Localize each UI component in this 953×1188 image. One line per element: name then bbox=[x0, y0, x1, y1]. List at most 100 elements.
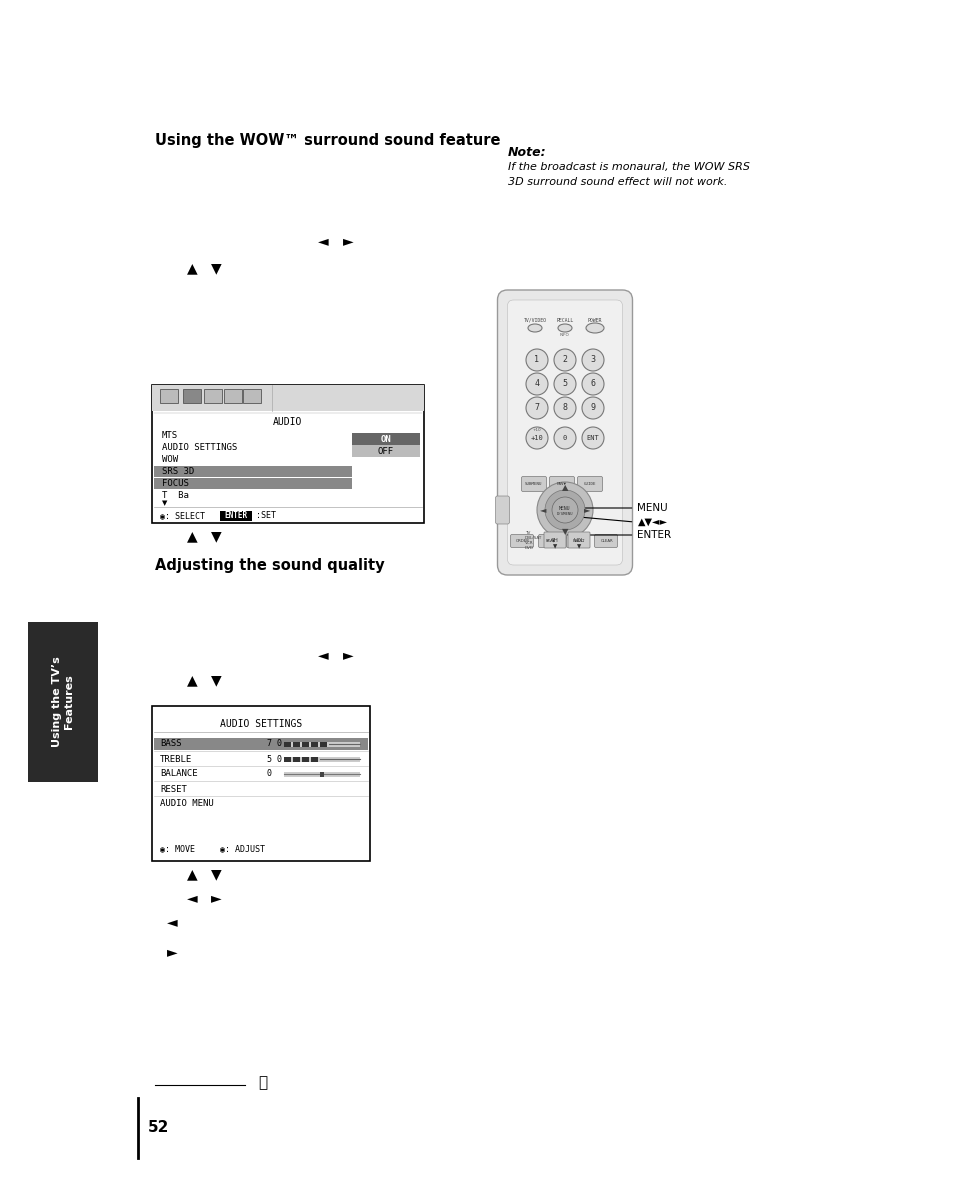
Bar bbox=[204, 388, 222, 403]
Bar bbox=[293, 741, 299, 746]
Circle shape bbox=[525, 426, 547, 449]
Text: ▼: ▼ bbox=[211, 867, 221, 881]
Text: Ⓢ: Ⓢ bbox=[258, 1075, 267, 1091]
Text: MTS: MTS bbox=[162, 430, 178, 440]
Bar bbox=[319, 741, 327, 746]
Text: RESET: RESET bbox=[160, 784, 187, 794]
Bar bbox=[293, 757, 299, 762]
Bar bbox=[302, 757, 309, 762]
Bar bbox=[153, 466, 352, 478]
Text: AUDIO SETTINGS: AUDIO SETTINGS bbox=[162, 442, 237, 451]
Bar bbox=[284, 757, 291, 762]
Bar bbox=[302, 741, 309, 746]
Text: 0: 0 bbox=[267, 770, 272, 778]
Bar bbox=[352, 446, 419, 457]
Text: SUBMENU: SUBMENU bbox=[525, 482, 542, 486]
Text: Using the TV’s
Features: Using the TV’s Features bbox=[52, 657, 73, 747]
Bar bbox=[183, 388, 201, 403]
Text: MENU: MENU bbox=[637, 503, 667, 513]
Text: ▲: ▲ bbox=[187, 529, 197, 543]
Text: ▼: ▼ bbox=[211, 529, 221, 543]
Text: ENT: ENT bbox=[586, 435, 598, 441]
Text: 4: 4 bbox=[534, 379, 539, 388]
Bar bbox=[152, 385, 423, 523]
Text: ►: ► bbox=[211, 891, 221, 905]
Bar bbox=[153, 738, 368, 750]
Text: ENTER: ENTER bbox=[637, 530, 671, 541]
Text: WOW: WOW bbox=[162, 455, 178, 463]
Text: ►: ► bbox=[342, 234, 353, 248]
FancyBboxPatch shape bbox=[566, 535, 589, 548]
Text: FAV▼: FAV▼ bbox=[545, 539, 556, 543]
Bar bbox=[284, 741, 291, 746]
Text: ORDER: ORDER bbox=[516, 539, 529, 543]
Text: ◉: ADJUST: ◉: ADJUST bbox=[220, 845, 265, 853]
Text: INFO: INFO bbox=[559, 333, 569, 337]
Text: ◉: SELECT: ◉: SELECT bbox=[160, 512, 205, 520]
Circle shape bbox=[525, 373, 547, 394]
Text: CHRTN: CHRTN bbox=[558, 428, 572, 432]
Text: RECALL: RECALL bbox=[556, 317, 573, 322]
Text: ▼: ▼ bbox=[553, 544, 557, 550]
Ellipse shape bbox=[527, 324, 541, 331]
Text: 7 0: 7 0 bbox=[267, 739, 282, 748]
Text: TREBLE: TREBLE bbox=[160, 754, 193, 764]
Circle shape bbox=[581, 349, 603, 371]
Circle shape bbox=[581, 373, 603, 394]
Bar bbox=[284, 741, 359, 746]
Bar bbox=[311, 757, 317, 762]
Text: +10: +10 bbox=[532, 428, 540, 432]
Bar bbox=[220, 511, 252, 522]
FancyBboxPatch shape bbox=[543, 532, 565, 548]
Text: 9: 9 bbox=[590, 404, 595, 412]
Text: ◄: ◄ bbox=[317, 234, 328, 248]
Text: 5: 5 bbox=[562, 379, 567, 388]
Bar bbox=[153, 478, 352, 489]
Text: FAV▼: FAV▼ bbox=[557, 482, 566, 486]
Text: 3: 3 bbox=[590, 355, 595, 365]
Circle shape bbox=[544, 489, 584, 530]
Circle shape bbox=[554, 349, 576, 371]
Text: AUDIO SETTINGS: AUDIO SETTINGS bbox=[219, 719, 302, 729]
Text: TV/VIDEO: TV/VIDEO bbox=[523, 317, 546, 322]
Text: ►: ► bbox=[583, 506, 590, 514]
Text: ▼: ▼ bbox=[211, 261, 221, 274]
Text: ▲: ▲ bbox=[187, 261, 197, 274]
Text: 7: 7 bbox=[534, 404, 539, 412]
Text: CH: CH bbox=[551, 537, 558, 543]
Text: ▼: ▼ bbox=[211, 672, 221, 687]
Text: Note:: Note: bbox=[507, 146, 546, 159]
Circle shape bbox=[525, 397, 547, 419]
Bar bbox=[311, 741, 317, 746]
Bar bbox=[224, 388, 242, 403]
Text: ►: ► bbox=[342, 647, 353, 662]
Circle shape bbox=[554, 373, 576, 394]
Bar bbox=[28, 623, 98, 782]
Text: 6: 6 bbox=[590, 379, 595, 388]
Text: OFF: OFF bbox=[377, 447, 394, 455]
Bar bbox=[352, 432, 419, 446]
Text: ▼: ▼ bbox=[561, 527, 568, 537]
Circle shape bbox=[537, 482, 593, 538]
Text: 52: 52 bbox=[148, 1120, 170, 1136]
Bar bbox=[319, 771, 324, 777]
Text: ▼: ▼ bbox=[577, 544, 580, 550]
Ellipse shape bbox=[585, 323, 603, 333]
Text: ON: ON bbox=[380, 435, 391, 443]
Text: ◄: ◄ bbox=[167, 915, 177, 929]
Circle shape bbox=[525, 349, 547, 371]
Text: D/GMENU: D/GMENU bbox=[557, 512, 573, 516]
FancyBboxPatch shape bbox=[521, 476, 546, 492]
Text: 8: 8 bbox=[562, 404, 567, 412]
Circle shape bbox=[581, 397, 603, 419]
FancyBboxPatch shape bbox=[549, 476, 574, 492]
FancyBboxPatch shape bbox=[510, 535, 533, 548]
Text: ENTER: ENTER bbox=[224, 512, 247, 520]
Text: ▲: ▲ bbox=[187, 672, 197, 687]
Text: SRS 3D: SRS 3D bbox=[162, 467, 194, 475]
Text: 1: 1 bbox=[534, 355, 539, 365]
Text: ►: ► bbox=[167, 944, 177, 959]
FancyBboxPatch shape bbox=[594, 535, 617, 548]
Text: ▼: ▼ bbox=[162, 500, 167, 506]
Text: 0: 0 bbox=[562, 435, 566, 441]
